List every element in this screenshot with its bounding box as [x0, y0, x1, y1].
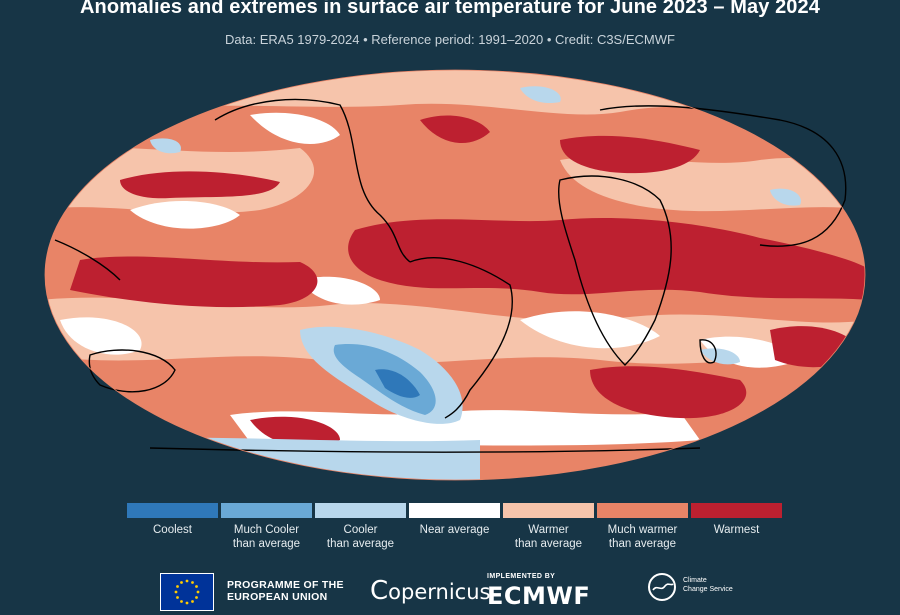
- legend-item: Much warmer than average: [597, 503, 688, 551]
- legend-label: Much Cooler than average: [232, 524, 301, 550]
- c3s-globe-icon: [648, 573, 676, 601]
- legend-label: Warmer than average: [514, 524, 583, 550]
- eu-star: [195, 596, 198, 599]
- eu-star: [185, 579, 189, 583]
- ecmwf-logo: ECMWF: [487, 582, 591, 610]
- legend-swatch: [127, 503, 218, 518]
- eu-star: [191, 581, 194, 584]
- copernicus-wordmark: opernicus: [388, 580, 491, 604]
- eu-star: [191, 600, 194, 603]
- copernicus-logo: Copernicus: [370, 576, 491, 606]
- eu-star: [174, 590, 178, 594]
- eu-star: [196, 590, 200, 594]
- implemented-by-label: IMPLEMENTED BY: [487, 573, 556, 580]
- globe-border: [44, 69, 866, 481]
- eu-star: [180, 581, 183, 584]
- legend-item: Much Cooler than average: [221, 503, 312, 551]
- coastlines: [54, 98, 847, 453]
- legend-item: Near average: [409, 503, 500, 537]
- eu-star: [176, 596, 179, 599]
- legend-item: Cooler than average: [315, 503, 406, 551]
- page-subtitle: Data: ERA5 1979-2024 • Reference period:…: [225, 32, 675, 47]
- legend-swatch: [691, 503, 782, 518]
- legend: Coolest Much Cooler than average Cooler th…: [127, 503, 782, 563]
- legend-swatch: [597, 503, 688, 518]
- legend-swatch: [409, 503, 500, 518]
- legend-swatch: [221, 503, 312, 518]
- eu-programme-text: PROGRAMME OF THE EUROPEAN UNION: [227, 579, 344, 603]
- world-anomaly-map: [44, 69, 866, 481]
- c3s-text: Climate Change Service: [683, 577, 733, 593]
- legend-item: Warmest: [691, 503, 782, 537]
- legend-label: Much warmer than average: [607, 524, 678, 550]
- legend-swatch: [315, 503, 406, 518]
- legend-item: Warmer than average: [503, 503, 594, 551]
- eu-star: [185, 601, 189, 605]
- legend-label: Warmest: [713, 524, 760, 536]
- legend-swatch: [503, 503, 594, 518]
- eu-star: [176, 585, 179, 588]
- legend-item: Coolest: [127, 503, 218, 537]
- eu-star: [180, 600, 183, 603]
- legend-label: Cooler than average: [326, 524, 395, 550]
- anomaly-field: [45, 70, 865, 480]
- page-title: Anomalies and extremes in surface air te…: [80, 0, 820, 18]
- legend-label: Near average: [419, 524, 490, 536]
- eu-star: [195, 585, 198, 588]
- eu-flag-icon: [160, 573, 214, 611]
- legend-label: Coolest: [153, 524, 192, 536]
- footer-logos: PROGRAMME OF THE EUROPEAN UNION Copernic…: [0, 568, 900, 611]
